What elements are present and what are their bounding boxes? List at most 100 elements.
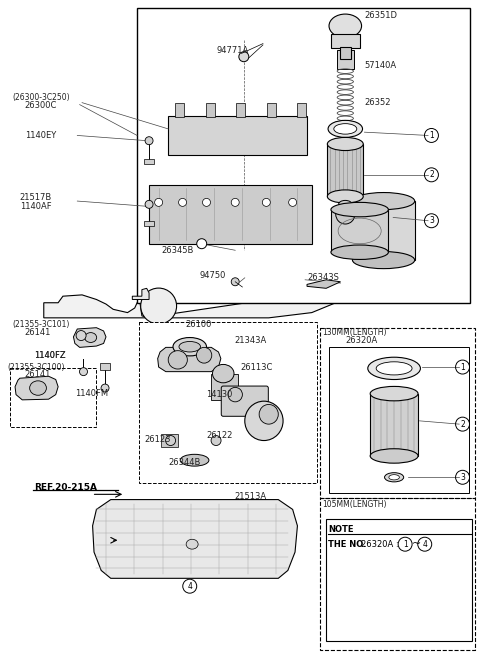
Circle shape	[211, 436, 221, 445]
Text: 26300C: 26300C	[24, 101, 57, 111]
Bar	[137, 7, 470, 303]
Polygon shape	[132, 288, 149, 299]
Text: 130MM(LENGTH): 130MM(LENGTH)	[323, 328, 387, 337]
Bar	[149, 185, 312, 243]
Ellipse shape	[368, 357, 420, 380]
Ellipse shape	[334, 124, 357, 134]
Text: 21517B: 21517B	[20, 193, 52, 202]
Text: 4: 4	[187, 582, 192, 591]
Circle shape	[141, 288, 177, 324]
Ellipse shape	[329, 14, 361, 38]
Text: 3: 3	[460, 473, 465, 482]
Text: (21355-3C100): (21355-3C100)	[8, 363, 65, 372]
Text: 1140AF: 1140AF	[20, 202, 51, 211]
Bar	[140, 322, 317, 483]
Bar	[206, 103, 215, 117]
Circle shape	[145, 137, 153, 145]
Ellipse shape	[173, 338, 206, 356]
Ellipse shape	[389, 474, 399, 480]
Text: 2: 2	[460, 420, 465, 428]
Bar	[168, 116, 307, 155]
Bar	[267, 103, 276, 117]
Bar	[237, 103, 245, 117]
Circle shape	[155, 198, 163, 207]
Bar	[352, 201, 415, 260]
Text: 1140FM: 1140FM	[75, 389, 108, 398]
Text: 26351D: 26351D	[364, 11, 397, 20]
Ellipse shape	[331, 203, 388, 216]
Circle shape	[80, 368, 87, 376]
Text: 26352: 26352	[364, 98, 391, 107]
Text: 26320A: 26320A	[345, 336, 378, 345]
Text: 4: 4	[422, 540, 427, 549]
Ellipse shape	[259, 405, 278, 424]
Text: 1: 1	[403, 540, 408, 549]
Text: ~: ~	[412, 539, 421, 549]
Bar	[298, 103, 306, 117]
Ellipse shape	[352, 193, 415, 210]
Bar	[343, 137, 347, 149]
Ellipse shape	[338, 201, 352, 209]
Text: 26344B: 26344B	[168, 458, 201, 467]
Bar	[328, 347, 469, 493]
Bar	[161, 434, 178, 447]
Ellipse shape	[186, 540, 198, 549]
Bar	[336, 50, 354, 68]
Text: 94750: 94750	[199, 270, 226, 280]
Text: 26100: 26100	[185, 320, 211, 329]
Circle shape	[263, 198, 270, 207]
Text: 14130: 14130	[206, 390, 233, 399]
Circle shape	[179, 198, 187, 207]
Ellipse shape	[327, 190, 363, 203]
Bar	[175, 103, 184, 117]
Polygon shape	[15, 376, 58, 400]
Text: 26141: 26141	[24, 328, 51, 337]
Text: REF.20-215A: REF.20-215A	[34, 483, 97, 492]
FancyBboxPatch shape	[221, 386, 268, 417]
Bar	[321, 498, 476, 651]
Circle shape	[231, 278, 239, 286]
Text: 21343A: 21343A	[234, 336, 266, 345]
Bar	[100, 363, 110, 370]
Text: 94771A: 94771A	[216, 46, 248, 55]
Circle shape	[239, 52, 249, 62]
Circle shape	[76, 330, 86, 341]
Polygon shape	[157, 347, 221, 372]
Ellipse shape	[370, 386, 418, 401]
Ellipse shape	[180, 454, 209, 466]
Ellipse shape	[228, 388, 242, 402]
Text: 1: 1	[429, 131, 434, 140]
Ellipse shape	[352, 251, 415, 268]
Text: 26343S: 26343S	[307, 273, 339, 282]
Text: 26122: 26122	[206, 432, 233, 440]
Ellipse shape	[328, 120, 362, 138]
Circle shape	[231, 198, 239, 207]
Text: 1140FZ: 1140FZ	[34, 351, 66, 360]
Bar	[321, 328, 476, 498]
Ellipse shape	[213, 365, 234, 383]
Circle shape	[203, 198, 211, 207]
Circle shape	[197, 239, 207, 249]
Text: 26320A :: 26320A :	[360, 540, 398, 549]
Bar	[211, 374, 238, 400]
Ellipse shape	[168, 351, 187, 369]
Polygon shape	[73, 328, 106, 347]
Text: NOTE: NOTE	[328, 524, 354, 534]
Ellipse shape	[30, 381, 47, 395]
Ellipse shape	[84, 332, 96, 342]
Bar	[144, 220, 154, 226]
Text: 105MM(LENGTH): 105MM(LENGTH)	[323, 500, 387, 509]
Text: 1140FZ: 1140FZ	[34, 351, 66, 360]
Text: 26113C: 26113C	[240, 363, 272, 372]
Text: 3: 3	[429, 216, 434, 225]
Text: 1140EY: 1140EY	[24, 131, 56, 140]
Polygon shape	[44, 247, 355, 318]
Circle shape	[288, 198, 297, 207]
Ellipse shape	[384, 472, 404, 482]
Bar	[327, 144, 363, 197]
Ellipse shape	[196, 347, 212, 363]
Ellipse shape	[370, 449, 418, 463]
Text: (26300-3C250): (26300-3C250)	[12, 93, 70, 102]
Text: 1: 1	[460, 363, 465, 372]
Text: THE NO.: THE NO.	[328, 540, 366, 549]
